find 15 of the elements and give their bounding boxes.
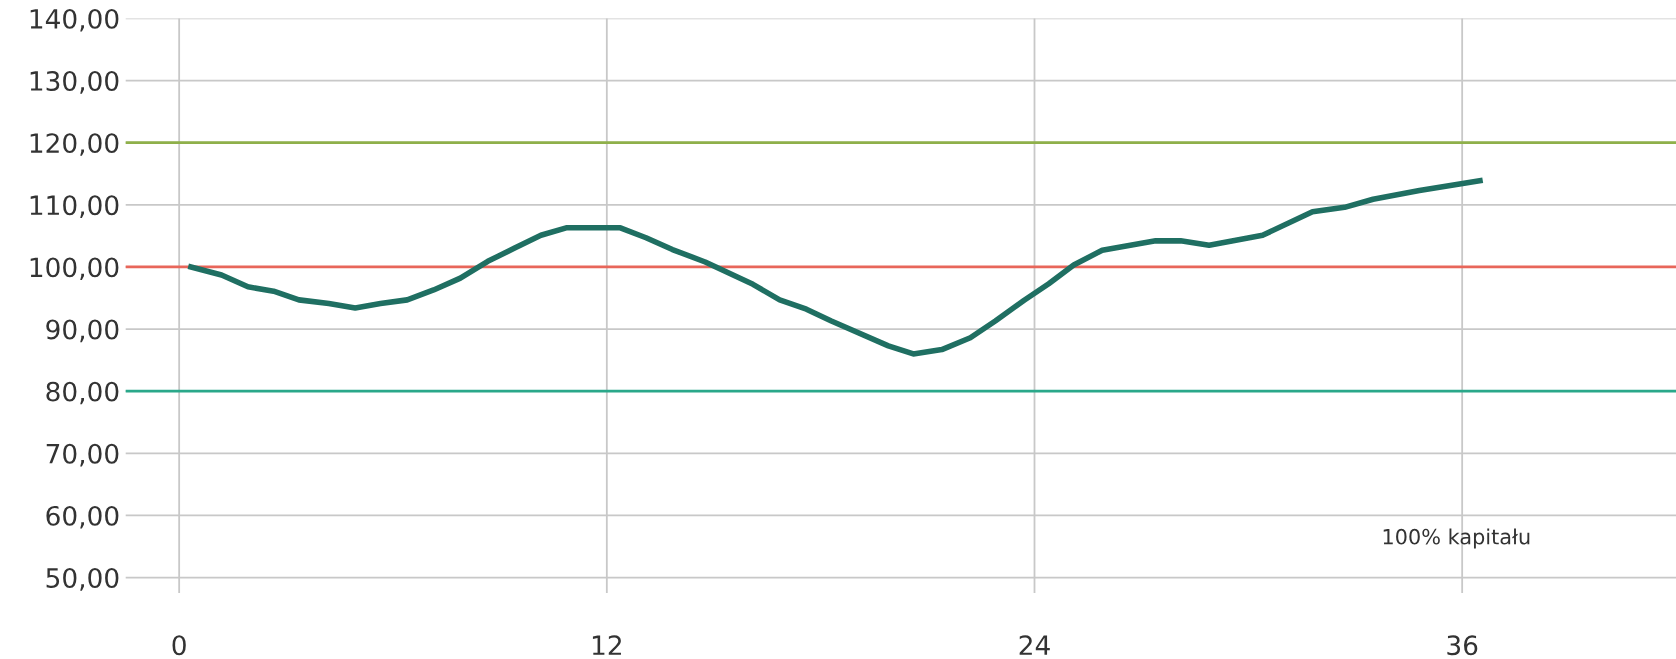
y-tick-label: 120,00 bbox=[30, 133, 119, 156]
y-tick-label: 70,00 bbox=[46, 443, 119, 467]
x-tick-label: 0 bbox=[172, 635, 186, 656]
y-tick-label: 140,00 bbox=[30, 8, 119, 32]
x-tick-label: 36 bbox=[1447, 635, 1478, 656]
y-tick-label: 90,00 bbox=[46, 319, 119, 343]
x-tick-label: 24 bbox=[1019, 635, 1050, 655]
y-tick-label: 80,00 bbox=[46, 381, 119, 405]
y-tick-label: 100,00 bbox=[30, 257, 119, 281]
annotation: 100% kapitału bbox=[1383, 528, 1530, 549]
y-tick-label: 130,00 bbox=[30, 71, 119, 94]
y-tick-label: 50,00 bbox=[46, 568, 119, 591]
x-tick-label: 12 bbox=[592, 635, 621, 655]
y-tick-label: 60,00 bbox=[46, 505, 119, 529]
y-tick-label: 110,00 bbox=[30, 195, 119, 218]
